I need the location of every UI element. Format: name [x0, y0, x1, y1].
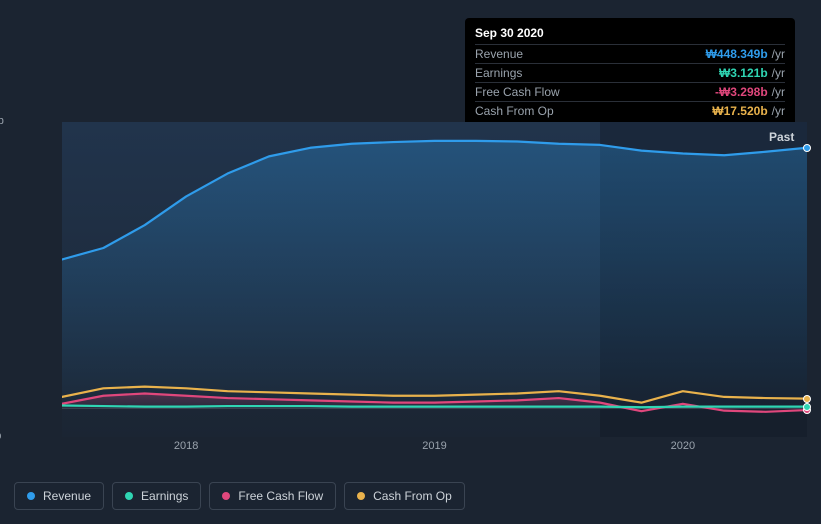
legend-item-revenue[interactable]: Revenue	[14, 482, 104, 510]
x-axis-label: 2019	[422, 440, 446, 452]
tooltip-metric-label: Earnings	[475, 66, 522, 80]
tooltip-metric-unit: /yr	[772, 85, 785, 99]
tooltip-metric-unit: /yr	[772, 47, 785, 61]
tooltip-metric-value: -₩3.298b	[715, 85, 768, 99]
x-axis-label: 2020	[671, 440, 695, 452]
series-end-marker-cash-from-op	[803, 395, 811, 403]
tooltip-date: Sep 30 2020	[475, 26, 785, 40]
legend-item-cash-from-op[interactable]: Cash From Op	[344, 482, 465, 510]
legend-item-free-cash-flow[interactable]: Free Cash Flow	[209, 482, 336, 510]
chart-plot-area[interactable]	[62, 122, 807, 437]
series-end-marker-revenue	[803, 144, 811, 152]
legend-dot-icon	[125, 492, 133, 500]
tooltip-metric-label: Cash From Op	[475, 104, 554, 118]
tooltip-metric-label: Revenue	[475, 47, 523, 61]
legend-label: Revenue	[43, 489, 91, 503]
legend-label: Cash From Op	[373, 489, 452, 503]
legend-dot-icon	[27, 492, 35, 500]
tooltip-row: Revenue ₩448.349b/yr	[475, 44, 785, 63]
past-label: Past	[769, 130, 794, 144]
tooltip-metric-value: ₩448.349b	[706, 47, 768, 61]
legend-label: Free Cash Flow	[238, 489, 323, 503]
tooltip-row: Free Cash Flow -₩3.298b/yr	[475, 82, 785, 101]
tooltip-metric-label: Free Cash Flow	[475, 85, 560, 99]
legend-item-earnings[interactable]: Earnings	[112, 482, 201, 510]
tooltip-metric-unit: /yr	[772, 66, 785, 80]
x-axis-label: 2018	[174, 440, 198, 452]
y-axis-label: ₩500b	[0, 115, 14, 127]
legend-dot-icon	[222, 492, 230, 500]
chart-tooltip: Sep 30 2020 Revenue ₩448.349b/yr Earnings ₩…	[465, 18, 795, 128]
series-end-marker-earnings	[803, 403, 811, 411]
legend-dot-icon	[357, 492, 365, 500]
series-line-earnings	[62, 406, 807, 408]
x-axis-labels: 2018 2019 2020	[62, 440, 807, 460]
legend-label: Earnings	[141, 489, 188, 503]
tooltip-row: Cash From Op ₩17.520b/yr	[475, 101, 785, 120]
tooltip-metric-value: ₩3.121b	[719, 66, 768, 80]
tooltip-row: Earnings ₩3.121b/yr	[475, 63, 785, 82]
chart-legend: Revenue Earnings Free Cash Flow Cash From O…	[14, 482, 465, 510]
y-axis-label: -₩50b	[0, 430, 14, 442]
y-axis-label: ₩0	[0, 401, 14, 413]
tooltip-metric-value: ₩17.520b	[712, 104, 767, 118]
tooltip-metric-unit: /yr	[772, 104, 785, 118]
financials-chart: ₩500b₩0-₩50b 201820192020 Past	[14, 122, 807, 468]
